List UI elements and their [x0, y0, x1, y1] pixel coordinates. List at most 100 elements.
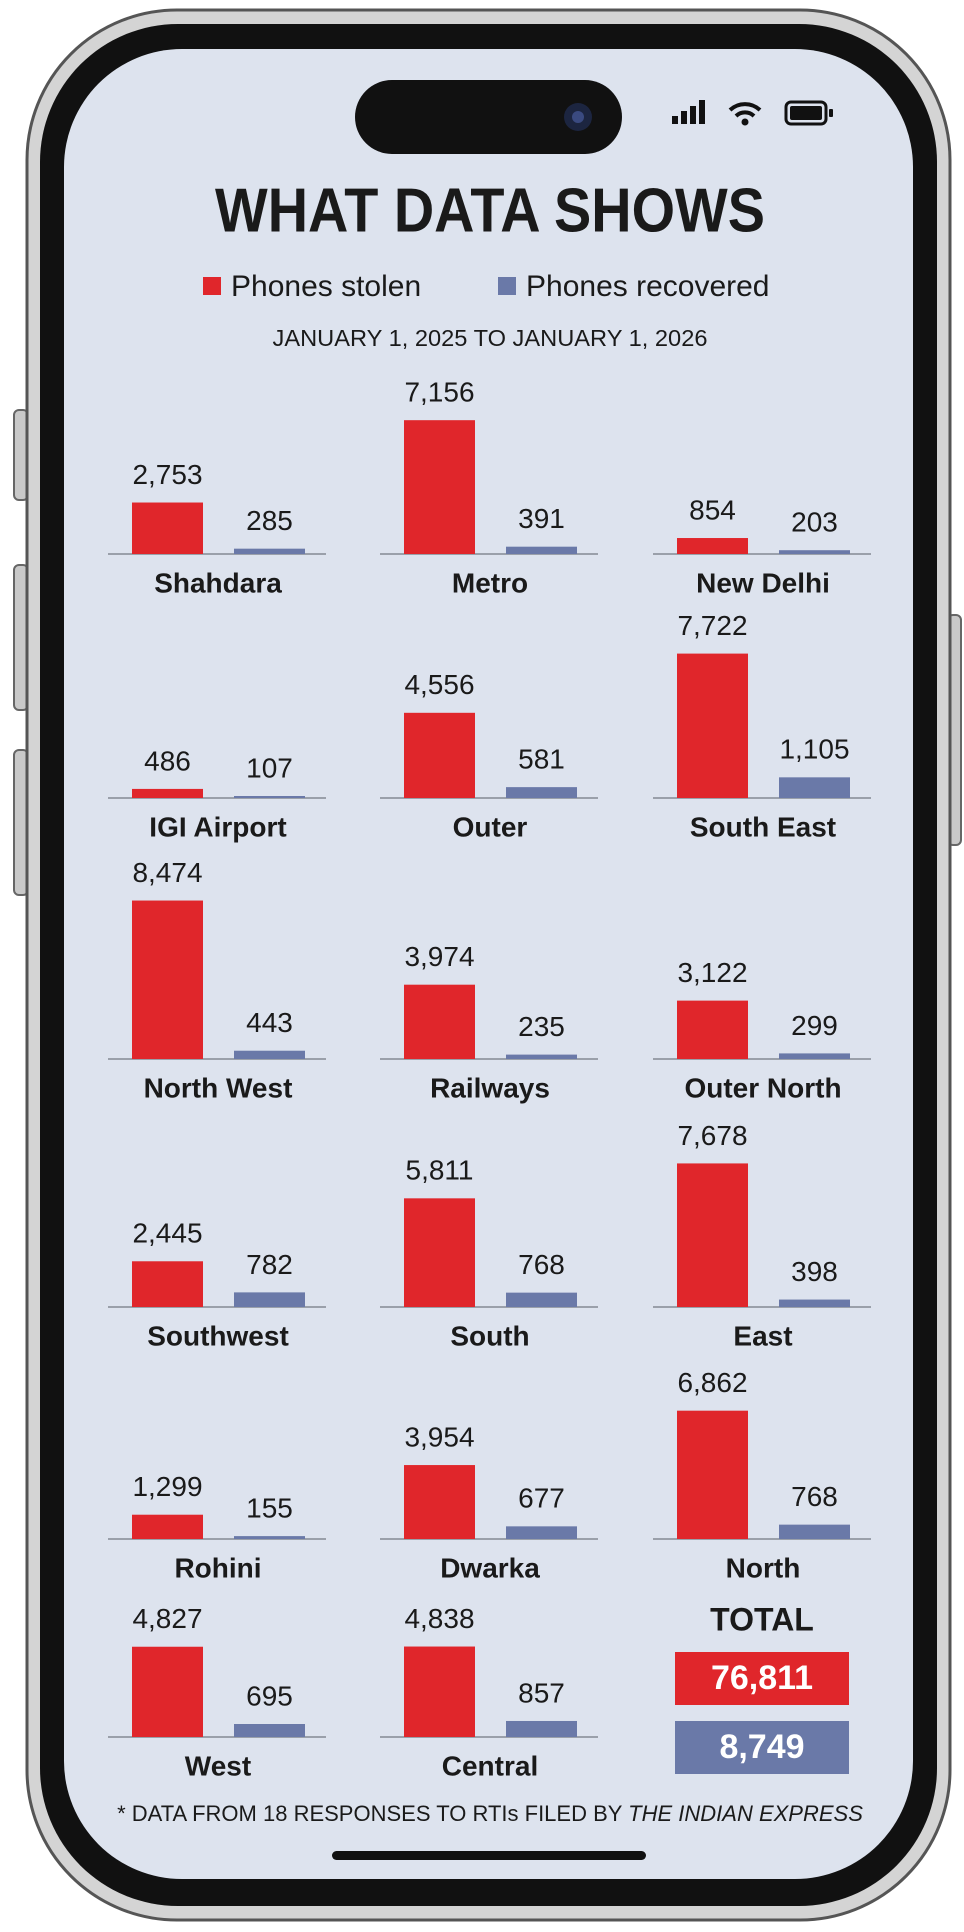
category-label: North West [144, 1072, 293, 1103]
battery-outline [784, 100, 828, 126]
chart-subtitle: JANUARY 1, 2025 TO JANUARY 1, 2026 [273, 325, 708, 351]
dynamic-island [355, 80, 622, 154]
status-icons [672, 100, 833, 126]
total-box [675, 1652, 849, 1705]
value-label: 7,156 [404, 377, 474, 408]
category-label: Railways [430, 1072, 550, 1103]
bar [677, 653, 748, 798]
value-label: 3,954 [404, 1421, 474, 1452]
value-label: 391 [518, 503, 565, 534]
total-label: TOTAL [710, 1601, 814, 1637]
bar [404, 1646, 475, 1737]
value-label: 3,122 [677, 957, 747, 988]
category-label: Shahdara [154, 567, 282, 598]
total-value: 8,749 [719, 1728, 804, 1766]
value-label: 285 [246, 505, 293, 536]
bar [404, 1198, 475, 1307]
value-label: 4,556 [404, 669, 474, 700]
category-label: Southwest [147, 1320, 289, 1351]
legend-label: Phones recovered [526, 270, 770, 303]
value-label: 1,105 [779, 734, 849, 765]
total-box [675, 1721, 849, 1774]
category-label: IGI Airport [149, 811, 286, 842]
bar [779, 1299, 850, 1307]
bar [506, 546, 577, 554]
bar [779, 550, 850, 554]
value-label: 7,678 [677, 1120, 747, 1151]
legend-label: Phones stolen [231, 270, 421, 303]
bar [779, 777, 850, 798]
value-label: 854 [689, 494, 736, 525]
bar [506, 787, 577, 798]
wifi-dot [741, 118, 749, 126]
value-label: 2,753 [132, 459, 202, 490]
value-label: 768 [791, 1481, 838, 1512]
signal-bar [681, 111, 687, 124]
bar [234, 1536, 305, 1539]
value-label: 581 [518, 744, 565, 775]
bar [506, 1054, 577, 1059]
category-label: Rohini [174, 1552, 261, 1583]
value-label: 5,811 [406, 1155, 474, 1186]
bar [132, 1514, 203, 1539]
value-label: 4,838 [404, 1603, 474, 1634]
value-label: 6,862 [677, 1367, 747, 1398]
bar [404, 712, 475, 798]
chart-title: WHAT DATA SHOWS [215, 176, 765, 245]
category-label: Central [442, 1750, 538, 1781]
legend-swatch [203, 277, 221, 295]
category-label: Dwarka [440, 1552, 540, 1583]
value-label: 782 [246, 1249, 293, 1280]
value-label: 235 [518, 1011, 565, 1042]
value-label: 299 [791, 1010, 838, 1041]
value-label: 107 [246, 752, 293, 783]
value-label: 443 [246, 1007, 293, 1038]
bar [404, 1465, 475, 1539]
signal-bar [699, 100, 705, 124]
category-label: Outer [453, 811, 528, 842]
bar [234, 1292, 305, 1307]
battery-tip [829, 109, 833, 117]
value-label: 398 [791, 1256, 838, 1287]
bar [132, 1646, 203, 1737]
bar [234, 1724, 305, 1737]
bar [234, 795, 305, 798]
legend-swatch [498, 277, 516, 295]
category-label: West [185, 1750, 251, 1781]
value-label: 155 [246, 1492, 293, 1523]
value-label: 1,299 [132, 1471, 202, 1502]
value-label: 768 [518, 1249, 565, 1280]
bar [404, 984, 475, 1059]
total-value: 76,811 [711, 1659, 813, 1697]
signal-bar [690, 106, 696, 124]
footnote-source: THE INDIAN EXPRESS [628, 1801, 863, 1826]
bar [677, 1000, 748, 1059]
footnote-text: * DATA FROM 18 RESPONSES TO RTIs FILED B… [117, 1801, 628, 1826]
bar [132, 900, 203, 1059]
bar [234, 548, 305, 554]
home-indicator [332, 1851, 646, 1860]
bar [506, 1526, 577, 1539]
category-label: Metro [452, 567, 528, 598]
bar [132, 1261, 203, 1307]
value-label: 857 [518, 1677, 565, 1708]
camera-lens [572, 111, 584, 123]
bar [677, 1163, 748, 1307]
bar [506, 1720, 577, 1737]
wifi-icon [728, 102, 762, 118]
bar [506, 1292, 577, 1307]
value-label: 4,827 [132, 1603, 202, 1634]
bar [234, 1050, 305, 1059]
signal-bar [672, 116, 678, 124]
bar [132, 502, 203, 554]
category-label: North [726, 1552, 801, 1583]
value-label: 7,722 [677, 610, 747, 641]
value-label: 486 [144, 745, 191, 776]
category-label: East [733, 1320, 792, 1351]
battery-level [790, 106, 822, 120]
bar [779, 1524, 850, 1539]
bar [677, 1410, 748, 1539]
bar [132, 788, 203, 798]
bar [404, 420, 475, 554]
